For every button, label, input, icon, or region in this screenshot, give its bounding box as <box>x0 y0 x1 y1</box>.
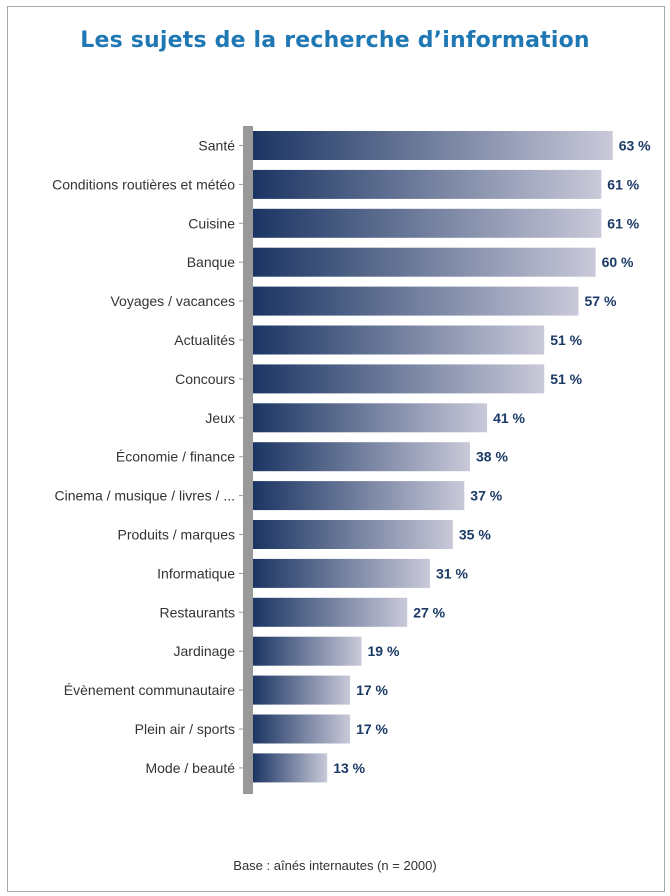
category-label: Cinema / musique / livres / ... <box>54 488 235 504</box>
value-label: 35 % <box>459 527 491 543</box>
value-label: 61 % <box>607 176 639 192</box>
category-label: Voyages / vacances <box>110 293 235 309</box>
value-label: 51 % <box>550 332 582 348</box>
bar <box>253 481 465 511</box>
category-label: Jeux <box>205 410 235 426</box>
bar <box>253 364 545 394</box>
value-label: 63 % <box>619 138 651 154</box>
bar <box>253 597 408 627</box>
value-label: 17 % <box>356 682 388 698</box>
value-label: 27 % <box>413 604 445 620</box>
bar <box>253 753 328 783</box>
bar <box>253 636 362 666</box>
bar <box>253 325 545 355</box>
category-label: Banque <box>187 254 235 270</box>
value-label: 41 % <box>493 410 525 426</box>
category-label: Informatique <box>157 565 235 581</box>
category-label: Économie / finance <box>116 449 235 465</box>
category-label: Mode / beauté <box>145 760 235 776</box>
category-label: Concours <box>175 371 235 387</box>
bar <box>253 208 602 238</box>
value-label: 57 % <box>585 293 617 309</box>
value-label: 61 % <box>607 215 639 231</box>
value-label: 51 % <box>550 371 582 387</box>
category-label: Cuisine <box>188 215 235 231</box>
value-label: 13 % <box>333 760 365 776</box>
bar <box>253 520 453 549</box>
bar <box>253 247 596 277</box>
value-label: 19 % <box>368 643 400 659</box>
y-axis <box>243 126 253 794</box>
value-label: 60 % <box>602 254 634 270</box>
value-label: 38 % <box>476 449 508 465</box>
category-label: Santé <box>198 138 235 154</box>
chart-title: Les sujets de la recherche d’information <box>80 28 590 53</box>
bar <box>253 675 351 705</box>
value-label: 17 % <box>356 721 388 737</box>
bar <box>253 131 613 160</box>
base-note: Base : aînés internautes (n = 2000) <box>233 858 437 873</box>
bar <box>253 558 430 588</box>
category-label: Jardinage <box>174 643 236 659</box>
bar <box>253 403 488 433</box>
category-label: Restaurants <box>160 604 235 620</box>
bar <box>253 286 579 316</box>
category-label: Évènement communautaire <box>64 682 235 698</box>
bar <box>253 169 602 199</box>
value-label: 37 % <box>470 488 502 504</box>
category-label: Produits / marques <box>118 527 236 543</box>
bar <box>253 714 351 744</box>
value-label: 31 % <box>436 565 468 581</box>
category-label: Plein air / sports <box>135 721 235 737</box>
category-label: Conditions routières et météo <box>52 176 235 192</box>
bar <box>253 442 470 472</box>
category-label: Actualités <box>174 332 235 348</box>
